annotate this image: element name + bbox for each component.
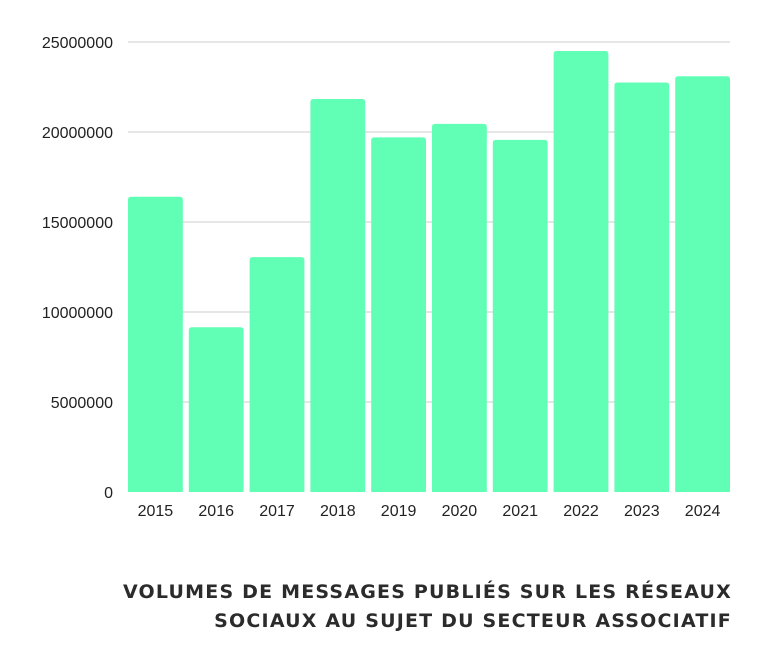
bar-2024: [675, 76, 730, 492]
bar-2021: [492, 139, 548, 493]
y-tick-label: 10000000: [42, 305, 113, 322]
chart-title-line-2: SOCIAUX AU SUJET DU SECTEUR ASSOCIATIF: [214, 610, 732, 632]
y-tick-label: 15000000: [42, 215, 113, 232]
y-tick-label: 5000000: [51, 395, 113, 412]
bar-2015: [128, 196, 183, 493]
x-tick-label: 2020: [442, 503, 478, 520]
x-tick-label: 2017: [259, 503, 295, 520]
x-tick-label: 2022: [563, 503, 599, 520]
x-tick-label: 2016: [198, 503, 234, 520]
chart-title: VOLUMES DE MESSAGES PUBLIÉS SUR LES RÉSE…: [123, 578, 732, 636]
y-tick-label: 0: [104, 485, 113, 502]
bar-2022: [553, 51, 609, 492]
bar-2020: [432, 123, 487, 493]
y-tick-label: 25000000: [42, 35, 113, 52]
bar-2023: [614, 82, 670, 492]
chart-title-line-1: VOLUMES DE MESSAGES PUBLIÉS SUR LES RÉSE…: [122, 581, 732, 603]
bar-2019: [371, 137, 426, 492]
x-tick-label: 2018: [320, 503, 356, 520]
x-tick-label: 2015: [138, 503, 174, 520]
x-tick-label: 2021: [502, 503, 538, 520]
x-tick-label: 2023: [624, 503, 660, 520]
y-tick-label: 20000000: [42, 125, 113, 142]
bar-chart: 0 5000000 10000000 15000000 20000000 25000000…: [42, 35, 730, 520]
bar-2017: [249, 257, 305, 492]
x-tick-label: 2024: [685, 503, 721, 520]
bar-2016: [188, 327, 244, 492]
x-tick-label: 2019: [381, 503, 417, 520]
bar-2018: [310, 99, 366, 492]
